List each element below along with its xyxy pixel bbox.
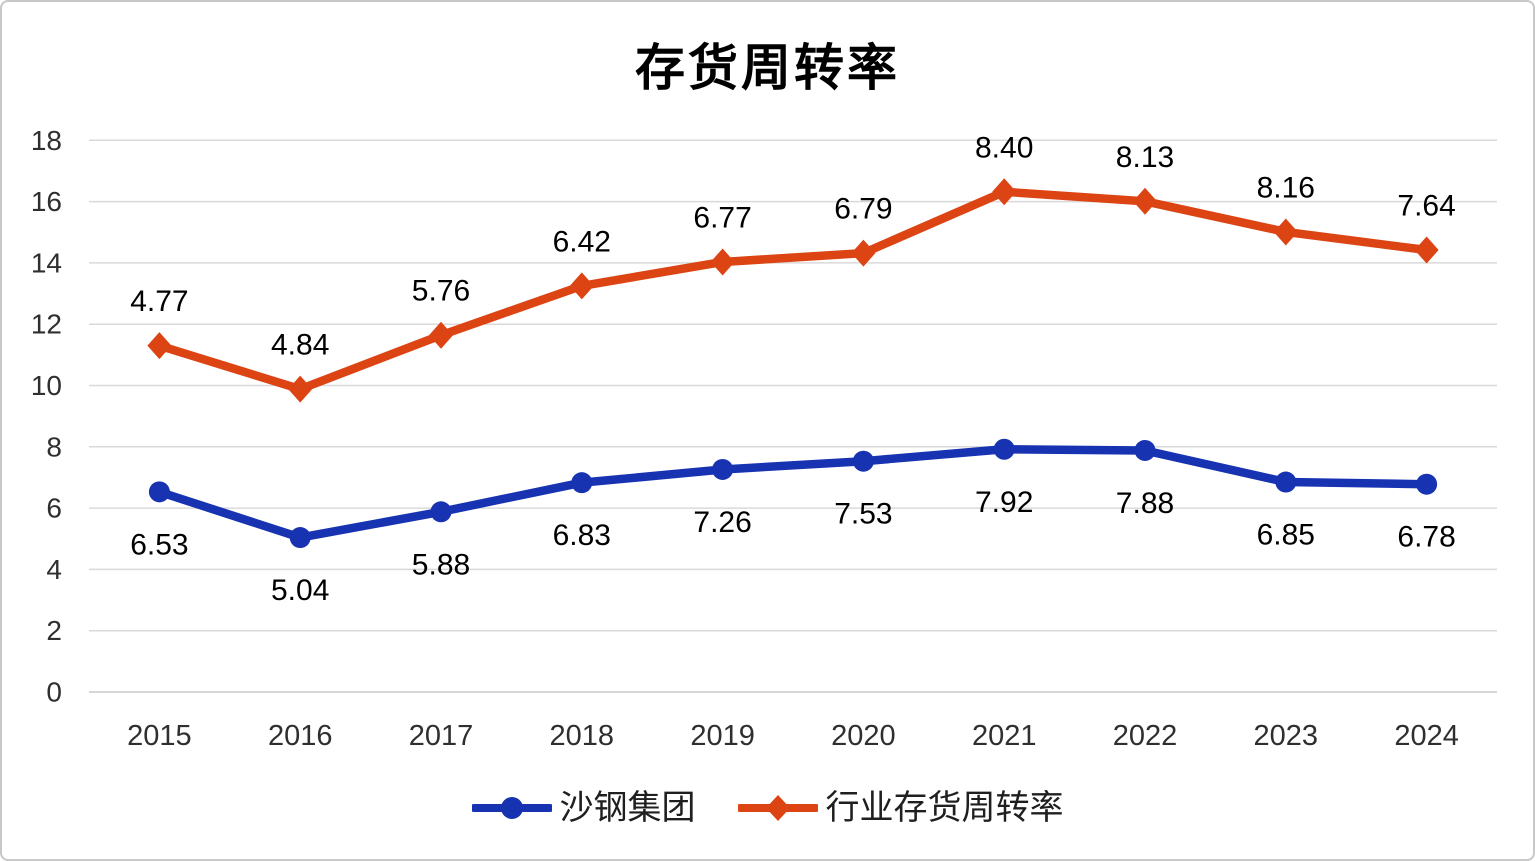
x-tick-label: 2017 bbox=[409, 720, 474, 752]
x-tick-label: 2022 bbox=[1113, 720, 1178, 752]
data-label: 6.53 bbox=[130, 528, 188, 561]
x-tick-label: 2019 bbox=[690, 720, 755, 752]
data-label: 6.79 bbox=[834, 193, 892, 226]
series-line-0 bbox=[155, 445, 1431, 542]
y-tick-label: 4 bbox=[46, 554, 62, 585]
y-tick-label: 2 bbox=[46, 615, 62, 646]
legend: 沙钢集团 行业存货周转率 bbox=[2, 784, 1533, 832]
data-point-circle-marker bbox=[1275, 471, 1297, 493]
data-point-circle-marker bbox=[571, 472, 593, 494]
legend-line-diamond-icon bbox=[737, 795, 818, 821]
x-tick-label: 2023 bbox=[1254, 720, 1319, 752]
y-tick-label: 8 bbox=[46, 431, 62, 462]
y-tick-label: 10 bbox=[31, 370, 62, 401]
data-label: 6.83 bbox=[553, 519, 611, 552]
chart-title: 存货周转率 bbox=[635, 38, 900, 97]
x-tick-label: 2024 bbox=[1394, 720, 1459, 752]
y-tick-label: 0 bbox=[46, 677, 62, 708]
y-tick-label: 12 bbox=[31, 309, 62, 340]
data-point-circle-marker bbox=[1416, 473, 1438, 495]
data-label: 4.77 bbox=[130, 285, 188, 318]
data-label: 8.16 bbox=[1257, 171, 1315, 204]
legend-label-shagang: 沙钢集团 bbox=[559, 788, 696, 828]
y-tick-label: 6 bbox=[46, 493, 62, 524]
data-point-diamond-marker bbox=[569, 272, 594, 300]
x-tick-label: 2015 bbox=[127, 720, 192, 752]
series-line-1 bbox=[155, 187, 1431, 394]
x-tick-label: 2016 bbox=[268, 720, 333, 752]
data-point-diamond-marker bbox=[429, 321, 453, 349]
data-label: 7.92 bbox=[975, 486, 1033, 519]
data-point-diamond-marker bbox=[288, 375, 313, 403]
data-point-circle-marker bbox=[993, 438, 1015, 460]
data-point-circle-marker bbox=[852, 450, 874, 472]
data-point-diamond-marker bbox=[1273, 218, 1298, 246]
data-point-circle-marker bbox=[148, 481, 170, 503]
data-label: 5.76 bbox=[412, 275, 470, 308]
y-tick-label: 16 bbox=[31, 186, 62, 217]
data-point-diamond-marker bbox=[992, 178, 1017, 206]
legend-label-industry: 行业存货周转率 bbox=[825, 788, 1064, 828]
data-label: 6.85 bbox=[1257, 519, 1315, 552]
data-label: 5.88 bbox=[412, 548, 470, 581]
data-point-diamond-marker bbox=[710, 248, 735, 276]
data-point-circle-marker bbox=[712, 458, 734, 480]
legend-item-shagang: 沙钢集团 bbox=[471, 788, 696, 828]
data-point-diamond-marker bbox=[147, 332, 172, 360]
data-label: 8.40 bbox=[975, 131, 1033, 164]
x-tick-label: 2018 bbox=[550, 720, 615, 752]
x-tick-label: 2021 bbox=[972, 720, 1037, 752]
data-label: 7.64 bbox=[1397, 190, 1455, 223]
data-label: 4.84 bbox=[271, 329, 329, 362]
data-point-diamond-marker bbox=[1414, 236, 1439, 264]
data-label: 8.13 bbox=[1116, 141, 1174, 174]
y-tick-label: 14 bbox=[31, 247, 62, 278]
x-tick-label: 2020 bbox=[831, 720, 896, 752]
data-label: 5.04 bbox=[271, 574, 329, 607]
y-tick-label: 18 bbox=[31, 125, 62, 156]
data-label: 6.42 bbox=[553, 225, 611, 258]
data-label: 7.88 bbox=[1116, 487, 1174, 520]
data-point-circle-marker bbox=[1134, 439, 1156, 461]
data-label: 6.78 bbox=[1397, 521, 1455, 554]
data-label: 7.26 bbox=[693, 506, 751, 539]
data-point-diamond-marker bbox=[851, 239, 876, 267]
legend-item-industry: 行业存货周转率 bbox=[737, 788, 1064, 828]
data-label: 7.53 bbox=[834, 498, 892, 531]
data-point-circle-marker bbox=[430, 501, 452, 523]
data-point-diamond-marker bbox=[1133, 187, 1157, 215]
data-point-circle-marker bbox=[289, 527, 311, 549]
legend-line-circle-icon bbox=[471, 797, 552, 819]
data-label: 6.77 bbox=[693, 201, 751, 234]
